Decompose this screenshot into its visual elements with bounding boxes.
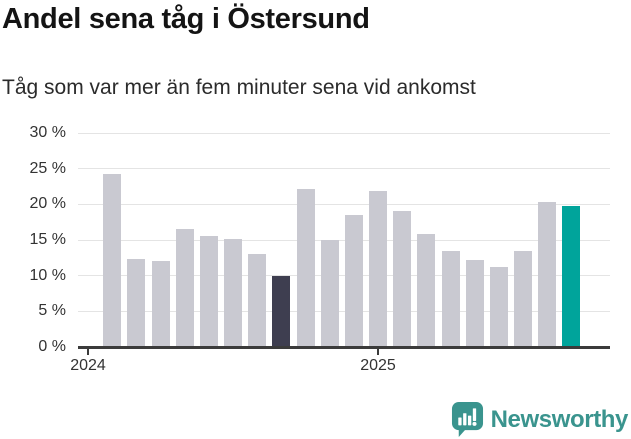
x-axis-tick-mark — [87, 349, 89, 355]
gridline-25 — [78, 168, 610, 170]
x-axis-line — [78, 346, 610, 349]
newsworthy-logo[interactable]: Newsworthy — [451, 401, 628, 438]
bar-2025-09 — [562, 205, 581, 347]
newsworthy-logo-icon — [451, 402, 483, 437]
bar-2024-05 — [175, 229, 194, 347]
bar-2025-03 — [417, 233, 436, 347]
x-axis-tick-label: 2024 — [70, 357, 106, 374]
y-axis-tick-label: 5 % — [38, 302, 66, 320]
bar-2024-03 — [127, 258, 146, 347]
bar-2024-11 — [320, 240, 339, 347]
y-axis-tick-label: 0 % — [38, 338, 66, 355]
bar-2025-07 — [514, 250, 532, 347]
y-axis-tick-label: 15 % — [29, 231, 66, 248]
bar-2024-07 — [224, 239, 242, 347]
bar-2025-01 — [369, 191, 387, 347]
gridline-5 — [78, 310, 610, 312]
bar-2024-09 — [272, 276, 291, 347]
bar-2024-02 — [103, 174, 122, 347]
bar-2025-08 — [538, 202, 557, 347]
y-axis-tick-label: 10 % — [29, 266, 66, 284]
bar-2024-08 — [248, 254, 267, 347]
chart-subtitle: Tåg som var mer än fem minuter sena vid … — [2, 76, 476, 99]
chart-title: Andel sena tåg i Östersund — [2, 3, 370, 35]
bar-2024-10 — [296, 189, 315, 347]
gridline-15 — [78, 239, 610, 241]
y-axis-tick-label: 25 % — [29, 159, 66, 177]
bar-2025-04 — [441, 250, 460, 347]
y-axis-tick-label: 30 % — [29, 124, 66, 141]
bar-2025-06 — [489, 267, 508, 347]
gridline-20 — [78, 203, 610, 205]
bar-2024-06 — [199, 236, 218, 347]
bar-2025-02 — [393, 210, 412, 347]
gridline-30 — [78, 132, 610, 134]
y-axis-tick-label: 20 % — [29, 195, 66, 213]
bar-2024-12 — [344, 215, 363, 347]
x-axis-tick-mark — [377, 349, 379, 355]
newsworthy-logo-text: Newsworthy — [490, 405, 629, 433]
bar-2024-04 — [151, 261, 170, 347]
bar-2025-05 — [465, 259, 484, 347]
gridline-10 — [78, 275, 610, 277]
x-axis-tick-label: 2025 — [360, 357, 396, 374]
